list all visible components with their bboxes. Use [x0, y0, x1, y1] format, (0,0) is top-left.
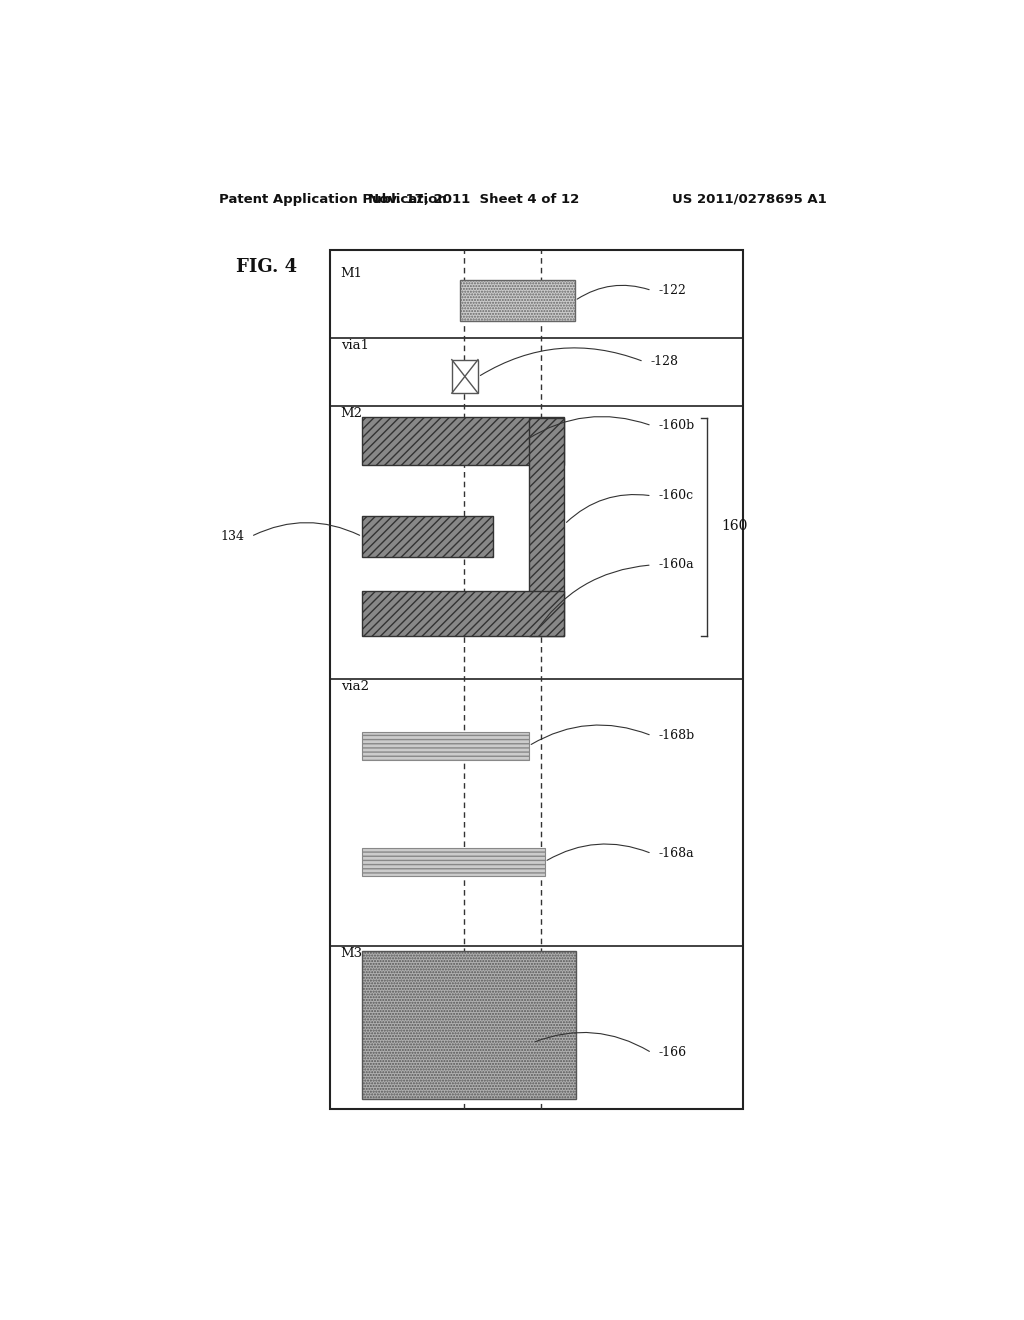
Text: -160c: -160c: [658, 490, 693, 503]
Bar: [362, 952, 577, 1098]
Text: US 2011/0278695 A1: US 2011/0278695 A1: [672, 193, 826, 206]
Bar: [460, 280, 574, 321]
Text: -166: -166: [658, 1047, 686, 1060]
Text: via2: via2: [341, 680, 369, 693]
Text: -168a: -168a: [658, 847, 693, 861]
Text: 134: 134: [220, 531, 245, 543]
Bar: [362, 847, 545, 876]
Text: Patent Application Publication: Patent Application Publication: [219, 193, 447, 206]
Text: -160b: -160b: [658, 420, 694, 432]
Bar: [362, 591, 564, 636]
Text: M2: M2: [341, 408, 362, 420]
Text: -168b: -168b: [658, 729, 694, 742]
Bar: [331, 249, 743, 1109]
Text: -160a: -160a: [658, 558, 693, 572]
Bar: [452, 359, 478, 393]
Bar: [362, 731, 528, 760]
Text: -128: -128: [650, 355, 678, 368]
Text: -122: -122: [658, 284, 686, 297]
Text: M1: M1: [341, 267, 362, 280]
Bar: [528, 417, 564, 636]
Bar: [362, 417, 564, 466]
Text: via1: via1: [341, 339, 369, 352]
Text: M3: M3: [341, 948, 362, 960]
Text: Nov. 17, 2011  Sheet 4 of 12: Nov. 17, 2011 Sheet 4 of 12: [368, 193, 579, 206]
Bar: [362, 516, 493, 557]
Text: FIG. 4: FIG. 4: [237, 259, 297, 276]
Text: 160: 160: [722, 519, 748, 533]
